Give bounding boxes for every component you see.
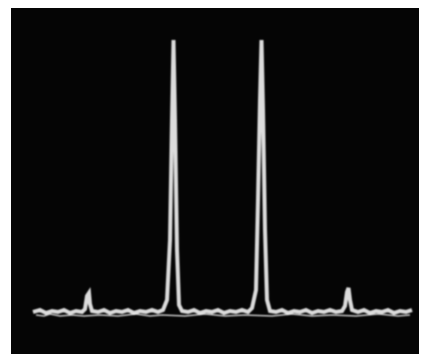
body	[0, 0, 426, 362]
page: {} html, body { margin: 0; padding: 0; b…	[0, 0, 426, 362]
screen	[11, 8, 419, 354]
photo	[0, 0, 426, 362]
